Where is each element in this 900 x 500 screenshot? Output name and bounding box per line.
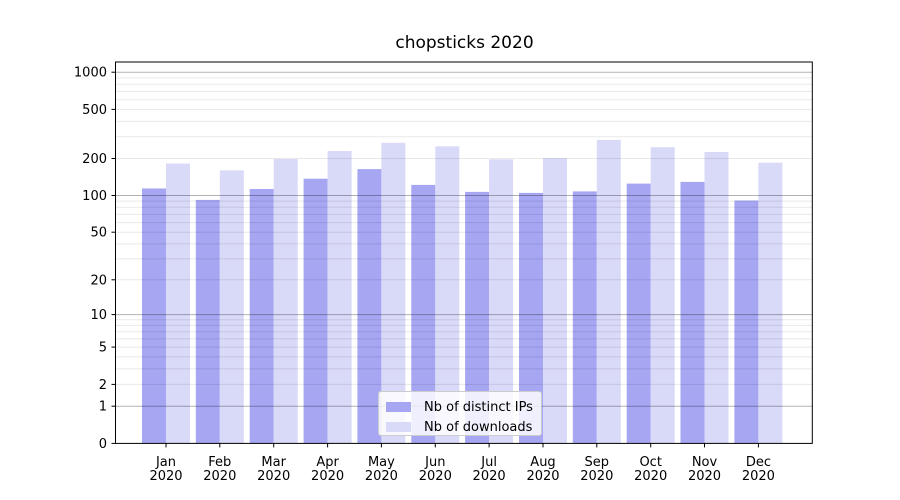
bar-downloads-0 xyxy=(166,163,190,444)
y-tick-label: 1 xyxy=(99,400,107,415)
x-tick-label-month: Feb xyxy=(208,455,231,470)
bar-distinct-ips-0 xyxy=(142,188,166,444)
chart-title: chopsticks 2020 xyxy=(395,33,534,53)
bar-downloads-10 xyxy=(704,152,729,444)
bar-downloads-9 xyxy=(650,147,675,444)
x-tick-label-year: 2020 xyxy=(473,469,506,484)
bar-distinct-ips-10 xyxy=(680,181,705,444)
x-tick-label-month: Jul xyxy=(480,455,497,470)
bar-distinct-ips-9 xyxy=(626,183,651,444)
x-tick-label-year: 2020 xyxy=(257,469,290,484)
bar-downloads-6 xyxy=(489,159,514,444)
bar-distinct-ips-8 xyxy=(572,191,597,444)
legend-item-downloads: Nb of downloads xyxy=(386,417,541,437)
x-tick-label-year: 2020 xyxy=(688,469,721,484)
bar-downloads-11 xyxy=(758,162,783,444)
axes-spines xyxy=(115,61,813,444)
x-tick-label-year: 2020 xyxy=(149,469,182,484)
x-tick-label-year: 2020 xyxy=(634,469,667,484)
x-tick-label-year: 2020 xyxy=(580,469,613,484)
y-tick-label: 1000 xyxy=(74,66,107,81)
y-tick-label: 50 xyxy=(90,226,107,241)
x-tick-label-month: Sep xyxy=(585,455,610,470)
bar-downloads-7 xyxy=(543,158,567,444)
bar-downloads-1 xyxy=(219,170,244,444)
bar-downloads-8 xyxy=(596,139,621,444)
y-tick-label: 10 xyxy=(90,308,107,323)
x-tick-label-month: Nov xyxy=(692,455,718,470)
bar-distinct-ips-11 xyxy=(734,200,759,444)
legend-item-distinct-ips: Nb of distinct IPs xyxy=(386,397,541,417)
x-tick-label-month: Oct xyxy=(639,455,661,470)
x-tick-label-year: 2020 xyxy=(419,469,452,484)
bar-distinct-ips-1 xyxy=(195,199,220,444)
bar-downloads-2 xyxy=(273,159,298,444)
legend-swatch-distinct-ips xyxy=(386,402,411,412)
x-tick-label-month: Apr xyxy=(316,455,339,470)
legend: Nb of distinct IPs Nb of downloads xyxy=(378,391,542,436)
x-tick-label-month: Jun xyxy=(424,455,445,470)
y-tick-label: 20 xyxy=(90,273,107,288)
x-tick-label-month: Mar xyxy=(261,455,286,470)
bar-distinct-ips-3 xyxy=(303,178,328,444)
x-tick-label-year: 2020 xyxy=(203,469,236,484)
bar-distinct-ips-4 xyxy=(357,169,382,444)
x-tick-label-year: 2020 xyxy=(365,469,398,484)
legend-swatch-downloads xyxy=(386,422,411,432)
legend-label-downloads: Nb of downloads xyxy=(424,419,533,435)
x-tick-label-month: May xyxy=(368,455,395,470)
x-tick-label-year: 2020 xyxy=(526,469,559,484)
y-tick-label: 500 xyxy=(82,103,107,118)
bar-distinct-ips-2 xyxy=(249,189,274,444)
y-tick-label: 5 xyxy=(99,341,107,356)
y-tick-label: 100 xyxy=(82,189,107,204)
y-tick-label: 0 xyxy=(99,437,107,452)
x-tick-label-year: 2020 xyxy=(311,469,344,484)
y-tick-label: 2 xyxy=(99,378,107,393)
bar-downloads-3 xyxy=(327,151,352,444)
x-tick-label-month: Aug xyxy=(530,455,555,470)
x-tick-label-year: 2020 xyxy=(742,469,775,484)
legend-label-distinct-ips: Nb of distinct IPs xyxy=(424,399,533,415)
x-tick-label-month: Dec xyxy=(746,455,771,470)
x-tick-label-month: Jan xyxy=(155,455,176,470)
y-tick-label: 200 xyxy=(82,152,107,167)
